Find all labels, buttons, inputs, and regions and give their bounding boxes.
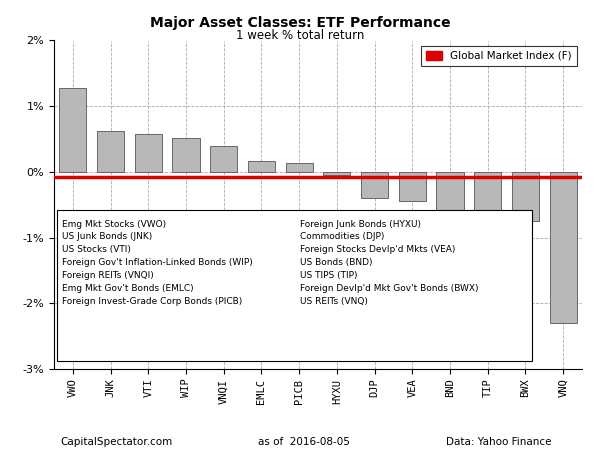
Text: Major Asset Classes: ETF Performance: Major Asset Classes: ETF Performance	[149, 16, 451, 30]
Text: as of  2016-08-05: as of 2016-08-05	[258, 436, 350, 446]
Bar	[399, 172, 426, 202]
Bar	[436, 172, 464, 212]
Text: Data: Yahoo Finance: Data: Yahoo Finance	[446, 436, 552, 446]
Bar	[135, 134, 162, 172]
Bar	[474, 172, 501, 213]
Bar	[59, 89, 86, 172]
Text: 1 week % total return: 1 week % total return	[236, 29, 364, 42]
Text: CapitalSpectator.com: CapitalSpectator.com	[60, 436, 172, 446]
Bar	[550, 172, 577, 323]
Bar	[97, 130, 124, 172]
Bar	[56, 210, 532, 361]
Bar	[248, 161, 275, 172]
Bar	[286, 163, 313, 172]
Text: Emg Mkt Stocks (VWO)
US Junk Bonds (JNK)
US Stocks (VTI)
Foreign Gov't Inflation: Emg Mkt Stocks (VWO) US Junk Bonds (JNK)…	[62, 220, 253, 306]
Text: Foreign Junk Bonds (HYXU)
Commodities (DJP)
Foreign Stocks Devlp'd Mkts (VEA)
US: Foreign Junk Bonds (HYXU) Commodities (D…	[299, 220, 478, 306]
Bar	[210, 146, 237, 172]
Bar	[172, 138, 200, 172]
Legend: Global Market Index (F): Global Market Index (F)	[421, 46, 577, 66]
Bar	[512, 172, 539, 221]
Bar	[361, 172, 388, 198]
Bar	[323, 172, 350, 175]
